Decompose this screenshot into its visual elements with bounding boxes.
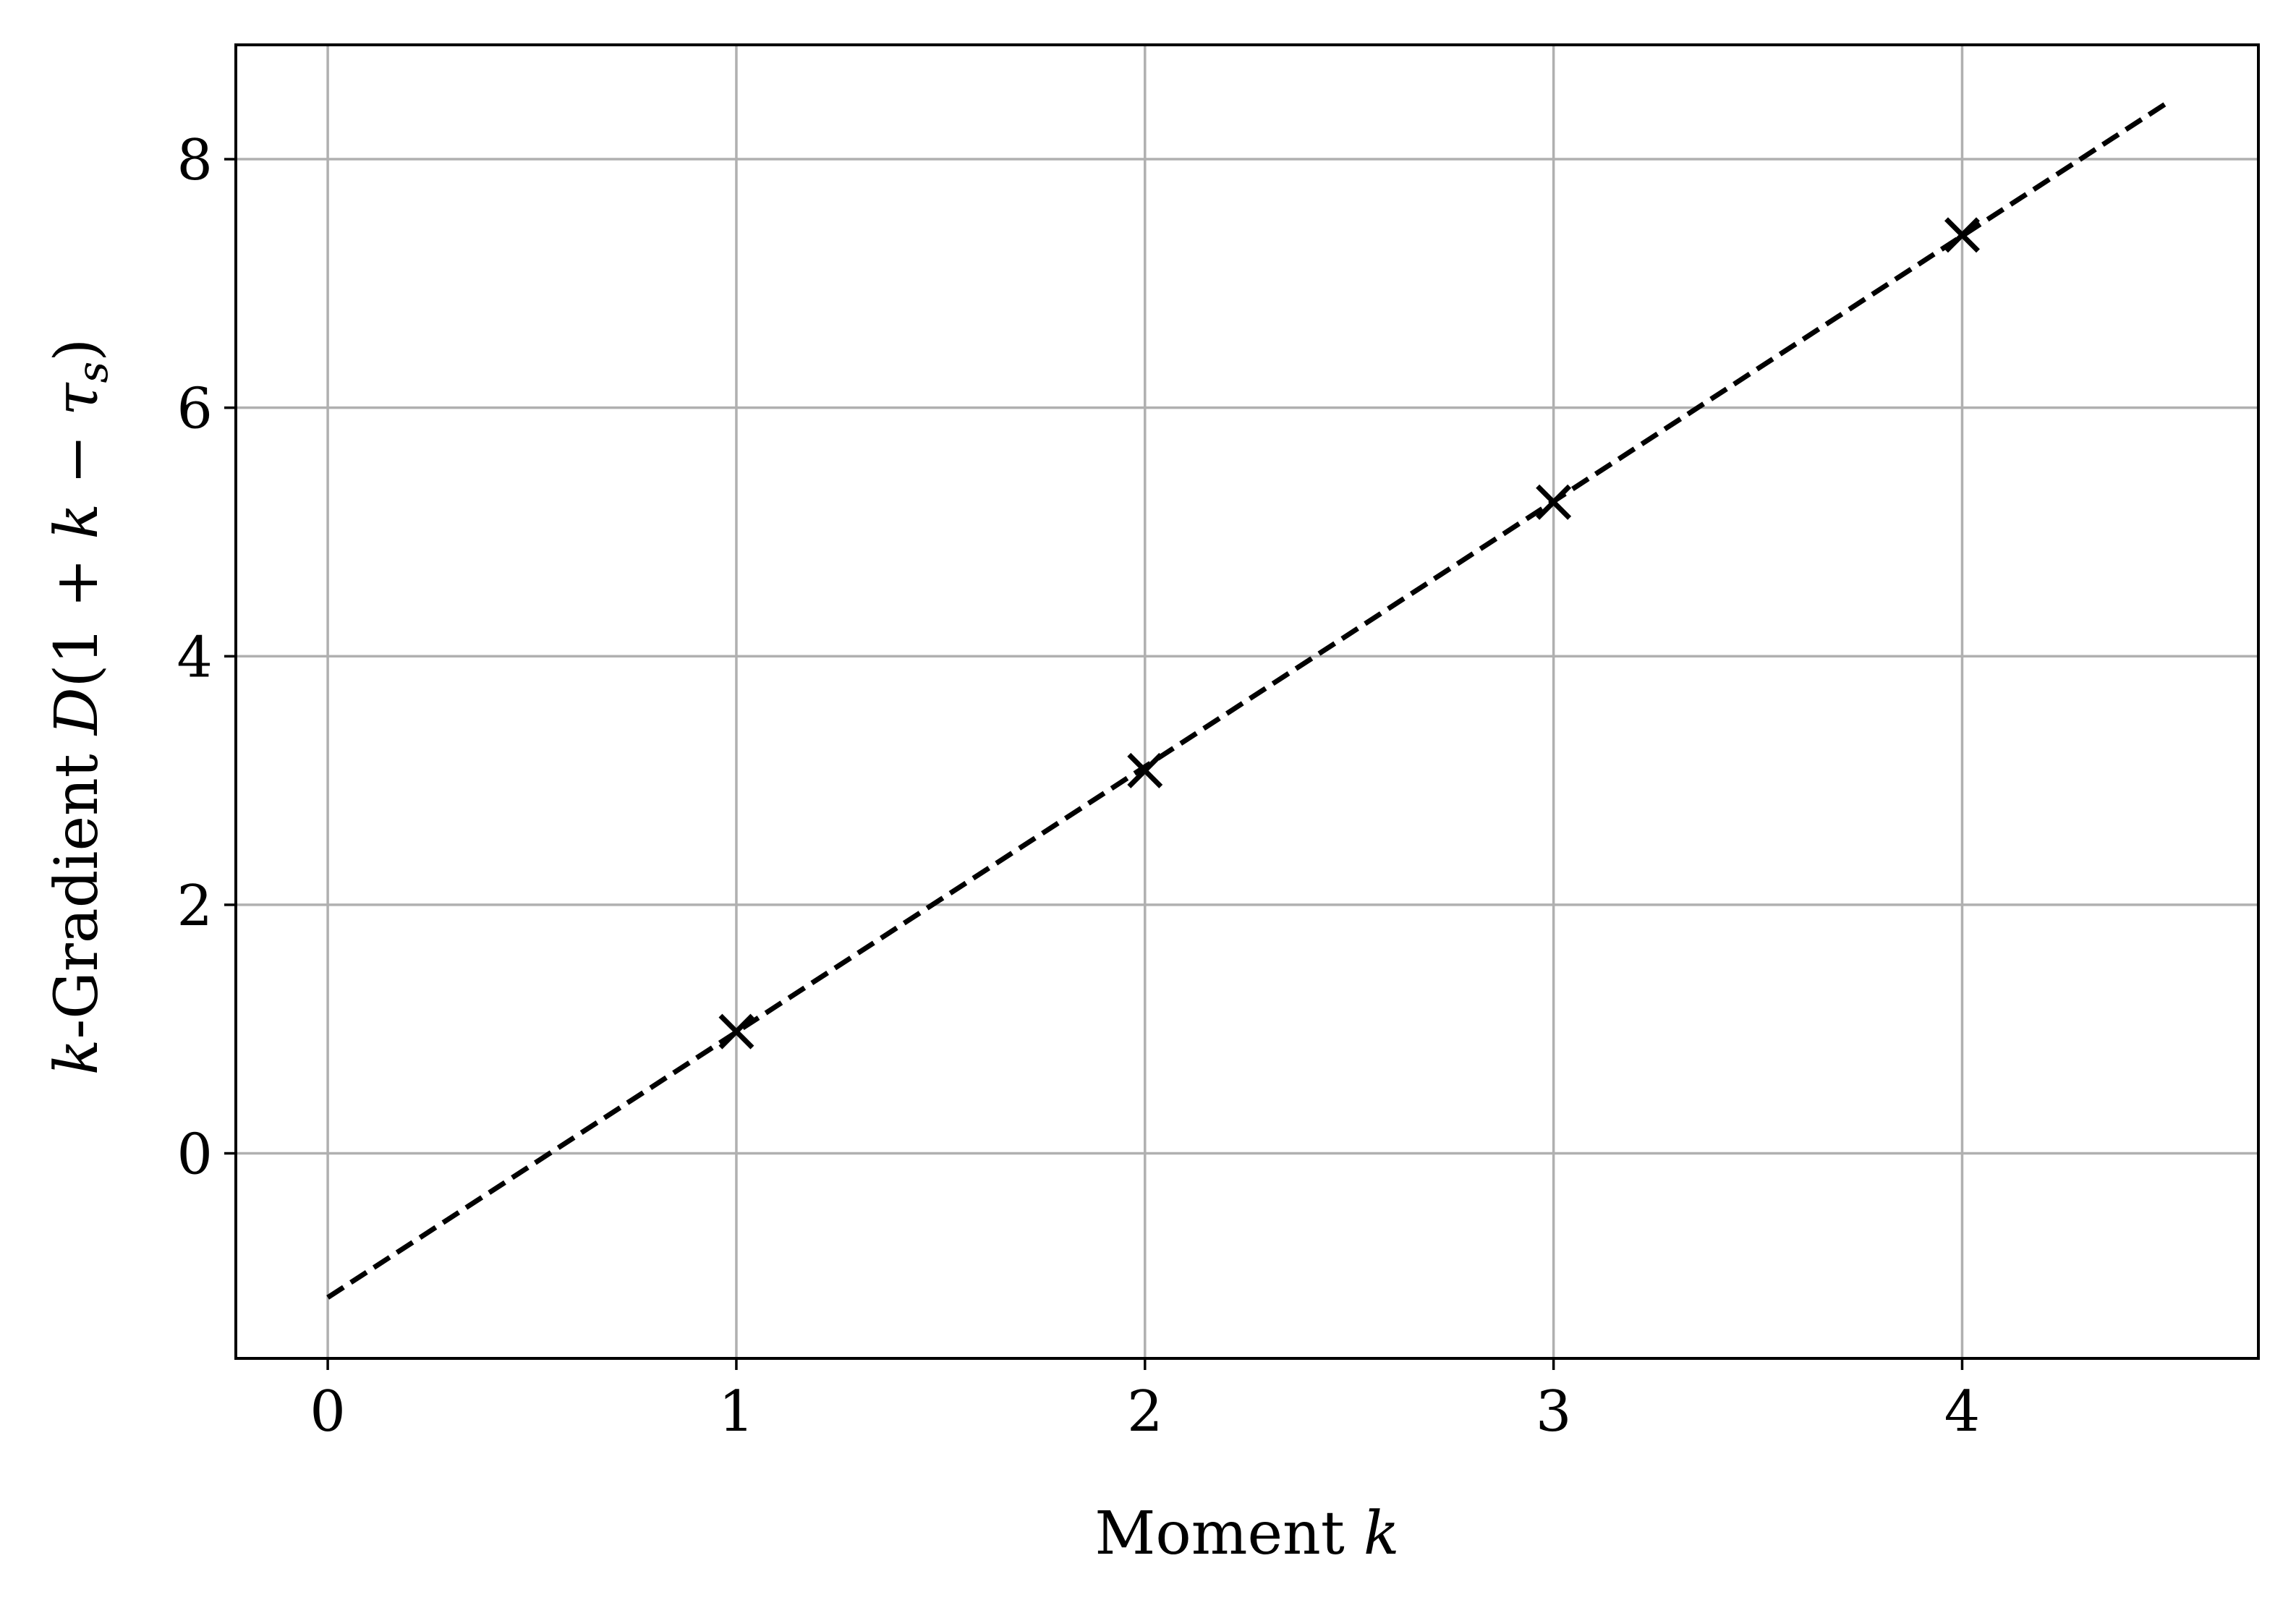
data-point-x-marker [1944,217,1980,253]
y-axis-label-sub: s [68,362,117,383]
y-tick-label: 8 [177,128,213,193]
y-tick-label: 2 [177,874,213,939]
plot-frame [234,43,2260,1360]
y-tick-label: 4 [177,625,213,690]
x-tick-label: 2 [1127,1379,1163,1444]
x-axis-label-text: Moment [1094,1499,1363,1568]
data-point-x-marker [718,1013,754,1050]
grid [236,45,2258,1358]
x-axis-label-var: k [1364,1499,1400,1568]
y-axis-label-minus: − [43,416,111,503]
data-point-x-marker [1536,484,1572,520]
x-tick-label: 4 [1944,1379,1981,1444]
x-tick-label: 3 [1536,1379,1572,1444]
data-point-x-marker [1127,752,1163,788]
y-axis-label-close: ) [43,339,111,362]
marker-stroke [1127,752,1163,788]
x-tick-label: 1 [718,1379,754,1444]
x-axis-ticks: 0 1 2 3 4 [310,1358,1980,1444]
fit-line-layer [326,101,2168,1300]
x-tick-label: 0 [310,1379,346,1444]
marker-stroke [1536,484,1572,520]
y-tick-label: 0 [177,1123,213,1188]
fit-line [326,101,2168,1300]
y-axis-label-k2: k [43,503,111,540]
y-axis-ticks: 0 2 4 6 8 [177,128,236,1188]
y-axis-label-k: k [43,1039,111,1076]
y-axis-label: k-Gradient D(1 + k − τs) [43,339,117,1076]
marker-stroke [718,1013,754,1050]
y-axis-label-D: D [43,687,111,736]
x-axis-label: Moment k [1094,1499,1399,1568]
y-axis-label-text: -Gradient [43,735,111,1039]
data-points [718,217,1980,1050]
marker-stroke [1944,217,1980,253]
y-axis-label-tau: τ [43,382,111,416]
y-tick-label: 6 [177,377,213,442]
y-axis-label-open: (1 + [43,539,111,687]
